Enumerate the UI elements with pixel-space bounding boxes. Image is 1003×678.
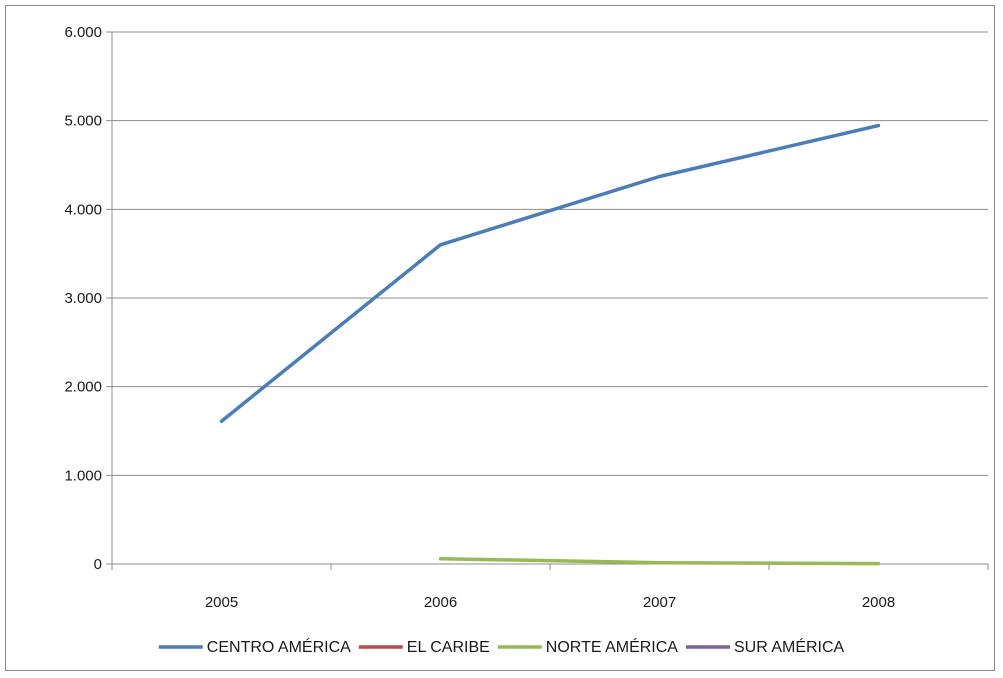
legend-label: EL CARIBE [407, 639, 490, 656]
y-tick-label: 0 [94, 556, 102, 573]
gridlines [112, 31, 988, 476]
y-tick-label: 1.000 [64, 467, 102, 484]
y-axis-ticks: 0 1.000 2.000 3.000 4.000 5.000 6.000 [64, 24, 112, 573]
legend-label: CENTRO AMÉRICA [207, 637, 351, 656]
y-tick-label: 6.000 [64, 24, 102, 41]
x-tick-label: 2008 [862, 594, 895, 611]
x-tick-label: 2005 [205, 594, 238, 611]
y-tick-label: 3.000 [64, 290, 102, 307]
series-line [219, 123, 881, 423]
legend: CENTRO AMÉRICA EL CARIBE NORTE AMÉRICA SUR … [158, 637, 845, 656]
y-tick-label: 5.000 [64, 113, 102, 130]
series-line [438, 556, 881, 566]
legend-item: NORTE AMÉRICA [497, 637, 679, 656]
y-tick-label: 2.000 [64, 379, 102, 396]
legend-label: SUR AMÉRICA [734, 637, 845, 656]
x-axis-ticks: 2005 2006 2007 2008 [111, 564, 989, 611]
legend-label: NORTE AMÉRICA [546, 637, 679, 656]
x-tick-label: 2006 [424, 594, 457, 611]
x-tick-label: 2007 [643, 594, 676, 611]
legend-item: EL CARIBE [358, 639, 490, 656]
y-tick-label: 4.000 [64, 201, 102, 218]
series-lines [219, 123, 881, 566]
legend-item: CENTRO AMÉRICA [158, 637, 351, 656]
legend-item: SUR AMÉRICA [685, 637, 845, 656]
